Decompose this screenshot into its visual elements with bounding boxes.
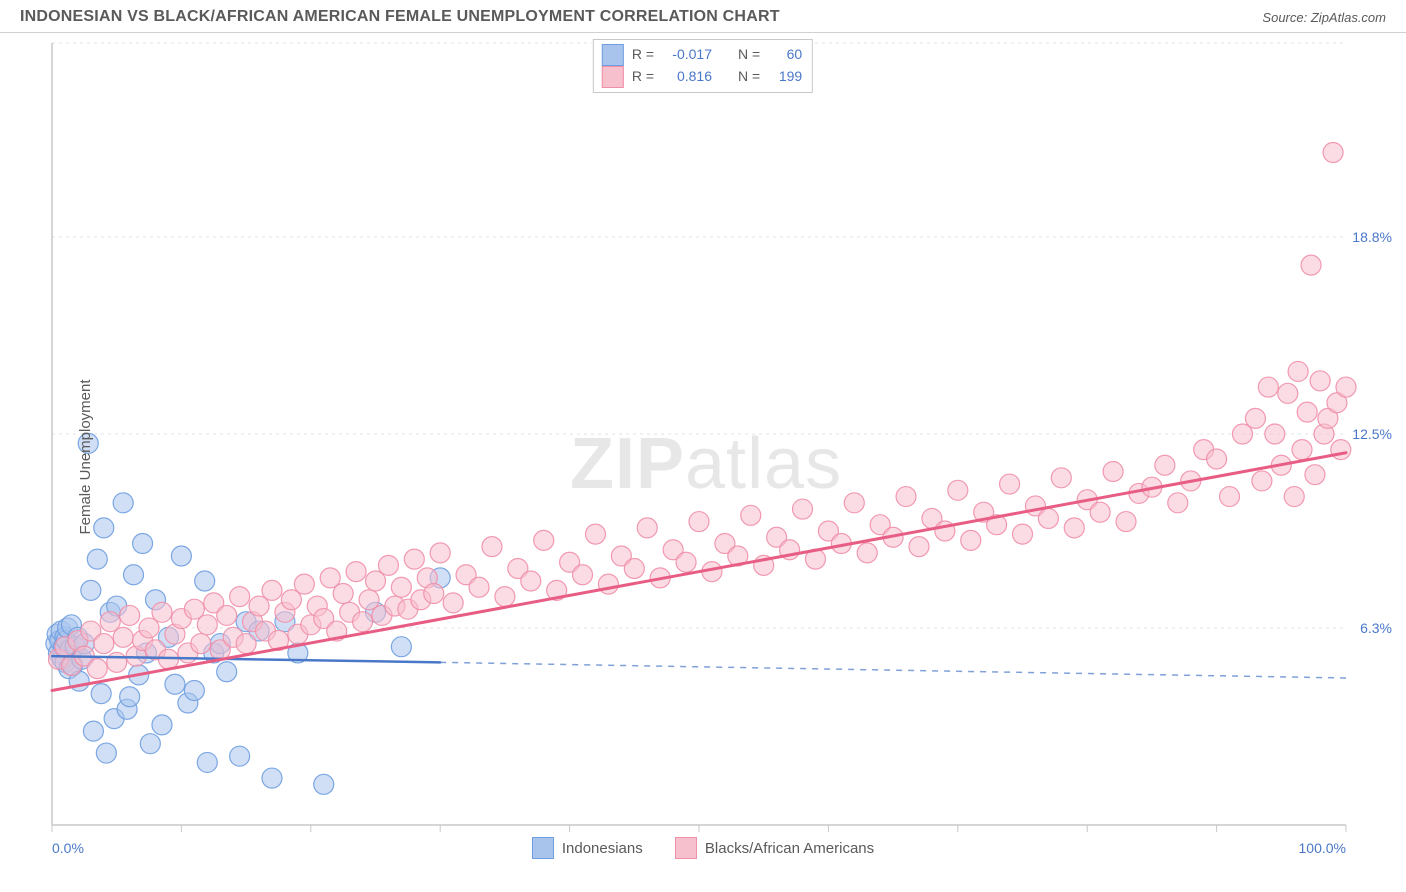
legend-row-1: R = -0.017 N = 60 <box>602 44 802 66</box>
svg-text:12.5%: 12.5% <box>1352 426 1392 442</box>
source-name: ZipAtlas.com <box>1311 10 1386 25</box>
legend-swatch-pink <box>602 66 624 88</box>
n-value-1: 60 <box>768 45 802 65</box>
legend-label: Indonesians <box>562 840 643 857</box>
legend-swatch-pink <box>675 837 697 859</box>
legend-swatch-blue <box>532 837 554 859</box>
source-label: Source: <box>1262 10 1307 25</box>
correlation-legend: R = -0.017 N = 60 R = 0.816 N = 199 <box>593 39 813 93</box>
n-label: N = <box>738 45 760 65</box>
legend-item-black-african-american: Blacks/African Americans <box>675 837 874 859</box>
series-legend: Indonesians Blacks/African Americans <box>0 837 1406 863</box>
n-value-2: 199 <box>768 67 802 87</box>
svg-text:6.3%: 6.3% <box>1360 620 1392 636</box>
chart-area: Female Unemployment ZIPatlas 6.3%12.5%18… <box>0 33 1406 881</box>
legend-item-indonesians: Indonesians <box>532 837 643 859</box>
n-label: N = <box>738 67 760 87</box>
r-label: R = <box>632 45 654 65</box>
r-value-1: -0.017 <box>662 45 712 65</box>
legend-label: Blacks/African Americans <box>705 840 874 857</box>
svg-text:18.8%: 18.8% <box>1352 229 1392 245</box>
r-label: R = <box>632 67 654 87</box>
chart-header: INDONESIAN VS BLACK/AFRICAN AMERICAN FEM… <box>0 0 1406 33</box>
r-value-2: 0.816 <box>662 67 712 87</box>
scatter-chart: 6.3%12.5%18.8%0.0%100.0% <box>0 33 1406 881</box>
legend-swatch-blue <box>602 44 624 66</box>
legend-row-2: R = 0.816 N = 199 <box>602 66 802 88</box>
chart-source: Source: ZipAtlas.com <box>1262 10 1386 25</box>
y-axis-label: Female Unemployment <box>77 379 94 534</box>
chart-title: INDONESIAN VS BLACK/AFRICAN AMERICAN FEM… <box>20 8 780 26</box>
